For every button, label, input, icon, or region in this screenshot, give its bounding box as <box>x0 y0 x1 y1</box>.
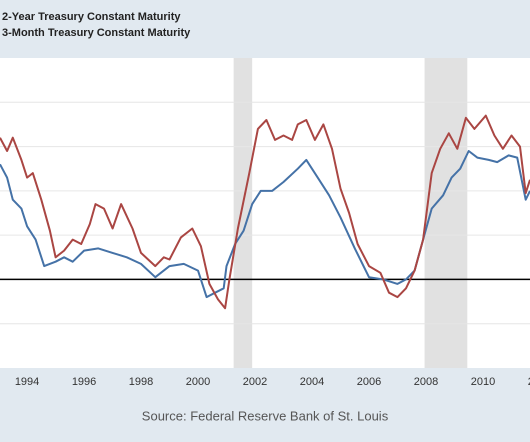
legend-label: 3-Month Treasury Constant Maturity <box>2 27 191 39</box>
x-tick-label: 2010 <box>471 376 495 388</box>
x-tick-label: 2006 <box>357 376 381 388</box>
x-tick-label: 2012 <box>528 376 530 388</box>
x-tick-label: 1996 <box>72 376 96 388</box>
x-tick-label: 2002 <box>243 376 267 388</box>
series-line <box>0 114 530 310</box>
x-tick-label: 1994 <box>15 376 39 388</box>
x-tick-label: 1998 <box>129 376 153 388</box>
x-tick-label: 2008 <box>414 376 438 388</box>
recession-band <box>424 58 468 368</box>
recession-band <box>233 58 253 368</box>
x-tick-label: 2000 <box>186 376 210 388</box>
source-note: Source: Federal Reserve Bank of St. Loui… <box>142 408 389 423</box>
series-line <box>0 150 530 299</box>
legend-label: 2-Year Treasury Constant Maturity <box>2 11 181 23</box>
x-tick-label: 2004 <box>300 376 324 388</box>
